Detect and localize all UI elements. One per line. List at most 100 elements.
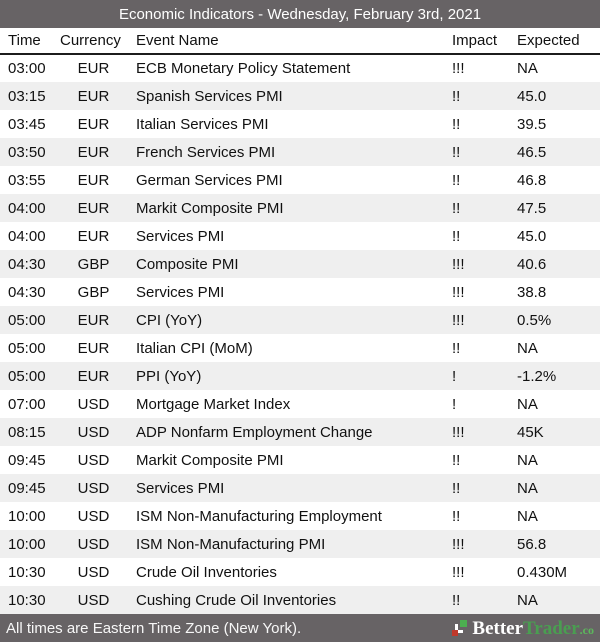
cell-expected: NA [515, 390, 600, 418]
footer-bar: All times are Eastern Time Zone (New Yor… [0, 614, 600, 642]
table-row: 04:00 EUR Services PMI !! 45.0 [0, 222, 600, 250]
cell-impact: !! [450, 194, 515, 222]
cell-expected: NA [515, 446, 600, 474]
cell-expected: NA [515, 502, 600, 530]
table-row: 03:15 EUR Spanish Services PMI !! 45.0 [0, 82, 600, 110]
cell-time: 05:00 [0, 362, 52, 390]
cell-expected: 39.5 [515, 110, 600, 138]
column-header-expected: Expected [515, 28, 600, 55]
cell-time: 04:30 [0, 278, 52, 306]
cell-time: 03:45 [0, 110, 52, 138]
cell-impact: ! [450, 362, 515, 390]
column-header-time: Time [0, 28, 52, 55]
table-body: 03:00 EUR ECB Monetary Policy Statement … [0, 54, 600, 614]
cell-currency: USD [52, 446, 135, 474]
cell-expected: 38.8 [515, 278, 600, 306]
logo-text-better: Better [472, 617, 524, 639]
cell-time: 04:00 [0, 222, 52, 250]
cell-event: ISM Non-Manufacturing Employment [135, 502, 450, 530]
cell-time: 04:30 [0, 250, 52, 278]
table-header: Time Currency Event Name Impact Expected [0, 28, 600, 55]
cell-currency: USD [52, 390, 135, 418]
cell-impact: !! [450, 110, 515, 138]
cell-impact: !!! [450, 306, 515, 334]
column-header-currency: Currency [52, 28, 135, 55]
logo-text-trader: Trader [523, 617, 580, 639]
cell-impact: !! [450, 138, 515, 166]
cell-impact: !!! [450, 54, 515, 82]
table-row: 09:45 USD Markit Composite PMI !! NA [0, 446, 600, 474]
indicators-table: Time Currency Event Name Impact Expected… [0, 28, 600, 614]
cell-expected: 46.8 [515, 166, 600, 194]
cell-event: ISM Non-Manufacturing PMI [135, 530, 450, 558]
cell-expected: 45K [515, 418, 600, 446]
cell-currency: USD [52, 530, 135, 558]
cell-impact: !!! [450, 558, 515, 586]
cell-expected: 56.8 [515, 530, 600, 558]
cell-currency: USD [52, 474, 135, 502]
cell-time: 03:15 [0, 82, 52, 110]
cell-time: 09:45 [0, 446, 52, 474]
cell-impact: !! [450, 502, 515, 530]
cell-time: 10:30 [0, 586, 52, 614]
cell-impact: !! [450, 474, 515, 502]
table-row: 04:00 EUR Markit Composite PMI !! 47.5 [0, 194, 600, 222]
cell-event: Italian CPI (MoM) [135, 334, 450, 362]
title-bar: Economic Indicators - Wednesday, Februar… [0, 0, 600, 28]
logo-text-co: .co [579, 622, 594, 637]
cell-time: 04:00 [0, 194, 52, 222]
table-row: 05:00 EUR Italian CPI (MoM) !! NA [0, 334, 600, 362]
cell-expected: NA [515, 54, 600, 82]
cell-impact: !!! [450, 278, 515, 306]
cell-expected: NA [515, 474, 600, 502]
bettertrader-logo[interactable]: BetterTrader.co [452, 619, 594, 638]
table-row: 10:00 USD ISM Non-Manufacturing Employme… [0, 502, 600, 530]
cell-expected: 0.5% [515, 306, 600, 334]
cell-event: CPI (YoY) [135, 306, 450, 334]
cell-event: Markit Composite PMI [135, 194, 450, 222]
cell-currency: EUR [52, 334, 135, 362]
cell-event: Cushing Crude Oil Inventories [135, 586, 450, 614]
table-row: 10:30 USD Crude Oil Inventories !!! 0.43… [0, 558, 600, 586]
logo-text: BetterTrader.co [472, 619, 594, 638]
cell-impact: !! [450, 82, 515, 110]
table-row: 03:50 EUR French Services PMI !! 46.5 [0, 138, 600, 166]
cell-time: 08:15 [0, 418, 52, 446]
cell-time: 10:00 [0, 502, 52, 530]
table-row: 05:00 EUR CPI (YoY) !!! 0.5% [0, 306, 600, 334]
red-candle-square [452, 630, 459, 636]
table-row: 10:00 USD ISM Non-Manufacturing PMI !!! … [0, 530, 600, 558]
cell-event: German Services PMI [135, 166, 450, 194]
cell-time: 10:00 [0, 530, 52, 558]
cell-event: Services PMI [135, 222, 450, 250]
cell-impact: !! [450, 586, 515, 614]
cell-impact: !! [450, 166, 515, 194]
cell-currency: EUR [52, 194, 135, 222]
cell-impact: !! [450, 222, 515, 250]
cell-event: Mortgage Market Index [135, 390, 450, 418]
cell-currency: USD [52, 558, 135, 586]
cell-currency: EUR [52, 54, 135, 82]
cell-event: ADP Nonfarm Employment Change [135, 418, 450, 446]
cell-expected: 40.6 [515, 250, 600, 278]
cell-impact: !! [450, 334, 515, 362]
cell-event: Markit Composite PMI [135, 446, 450, 474]
table-row: 03:55 EUR German Services PMI !! 46.8 [0, 166, 600, 194]
column-header-event: Event Name [135, 28, 450, 55]
cell-currency: EUR [52, 138, 135, 166]
cell-currency: GBP [52, 250, 135, 278]
cell-expected: -1.2% [515, 362, 600, 390]
cell-currency: EUR [52, 222, 135, 250]
cell-impact: !!! [450, 418, 515, 446]
cell-event: Crude Oil Inventories [135, 558, 450, 586]
column-header-impact: Impact [450, 28, 515, 55]
cell-impact: !!! [450, 250, 515, 278]
cell-expected: 47.5 [515, 194, 600, 222]
table-row: 05:00 EUR PPI (YoY) ! -1.2% [0, 362, 600, 390]
green-candle-square [460, 620, 468, 627]
table-row: 10:30 USD Cushing Crude Oil Inventories … [0, 586, 600, 614]
cell-expected: NA [515, 334, 600, 362]
cell-event: ECB Monetary Policy Statement [135, 54, 450, 82]
cell-time: 05:00 [0, 306, 52, 334]
